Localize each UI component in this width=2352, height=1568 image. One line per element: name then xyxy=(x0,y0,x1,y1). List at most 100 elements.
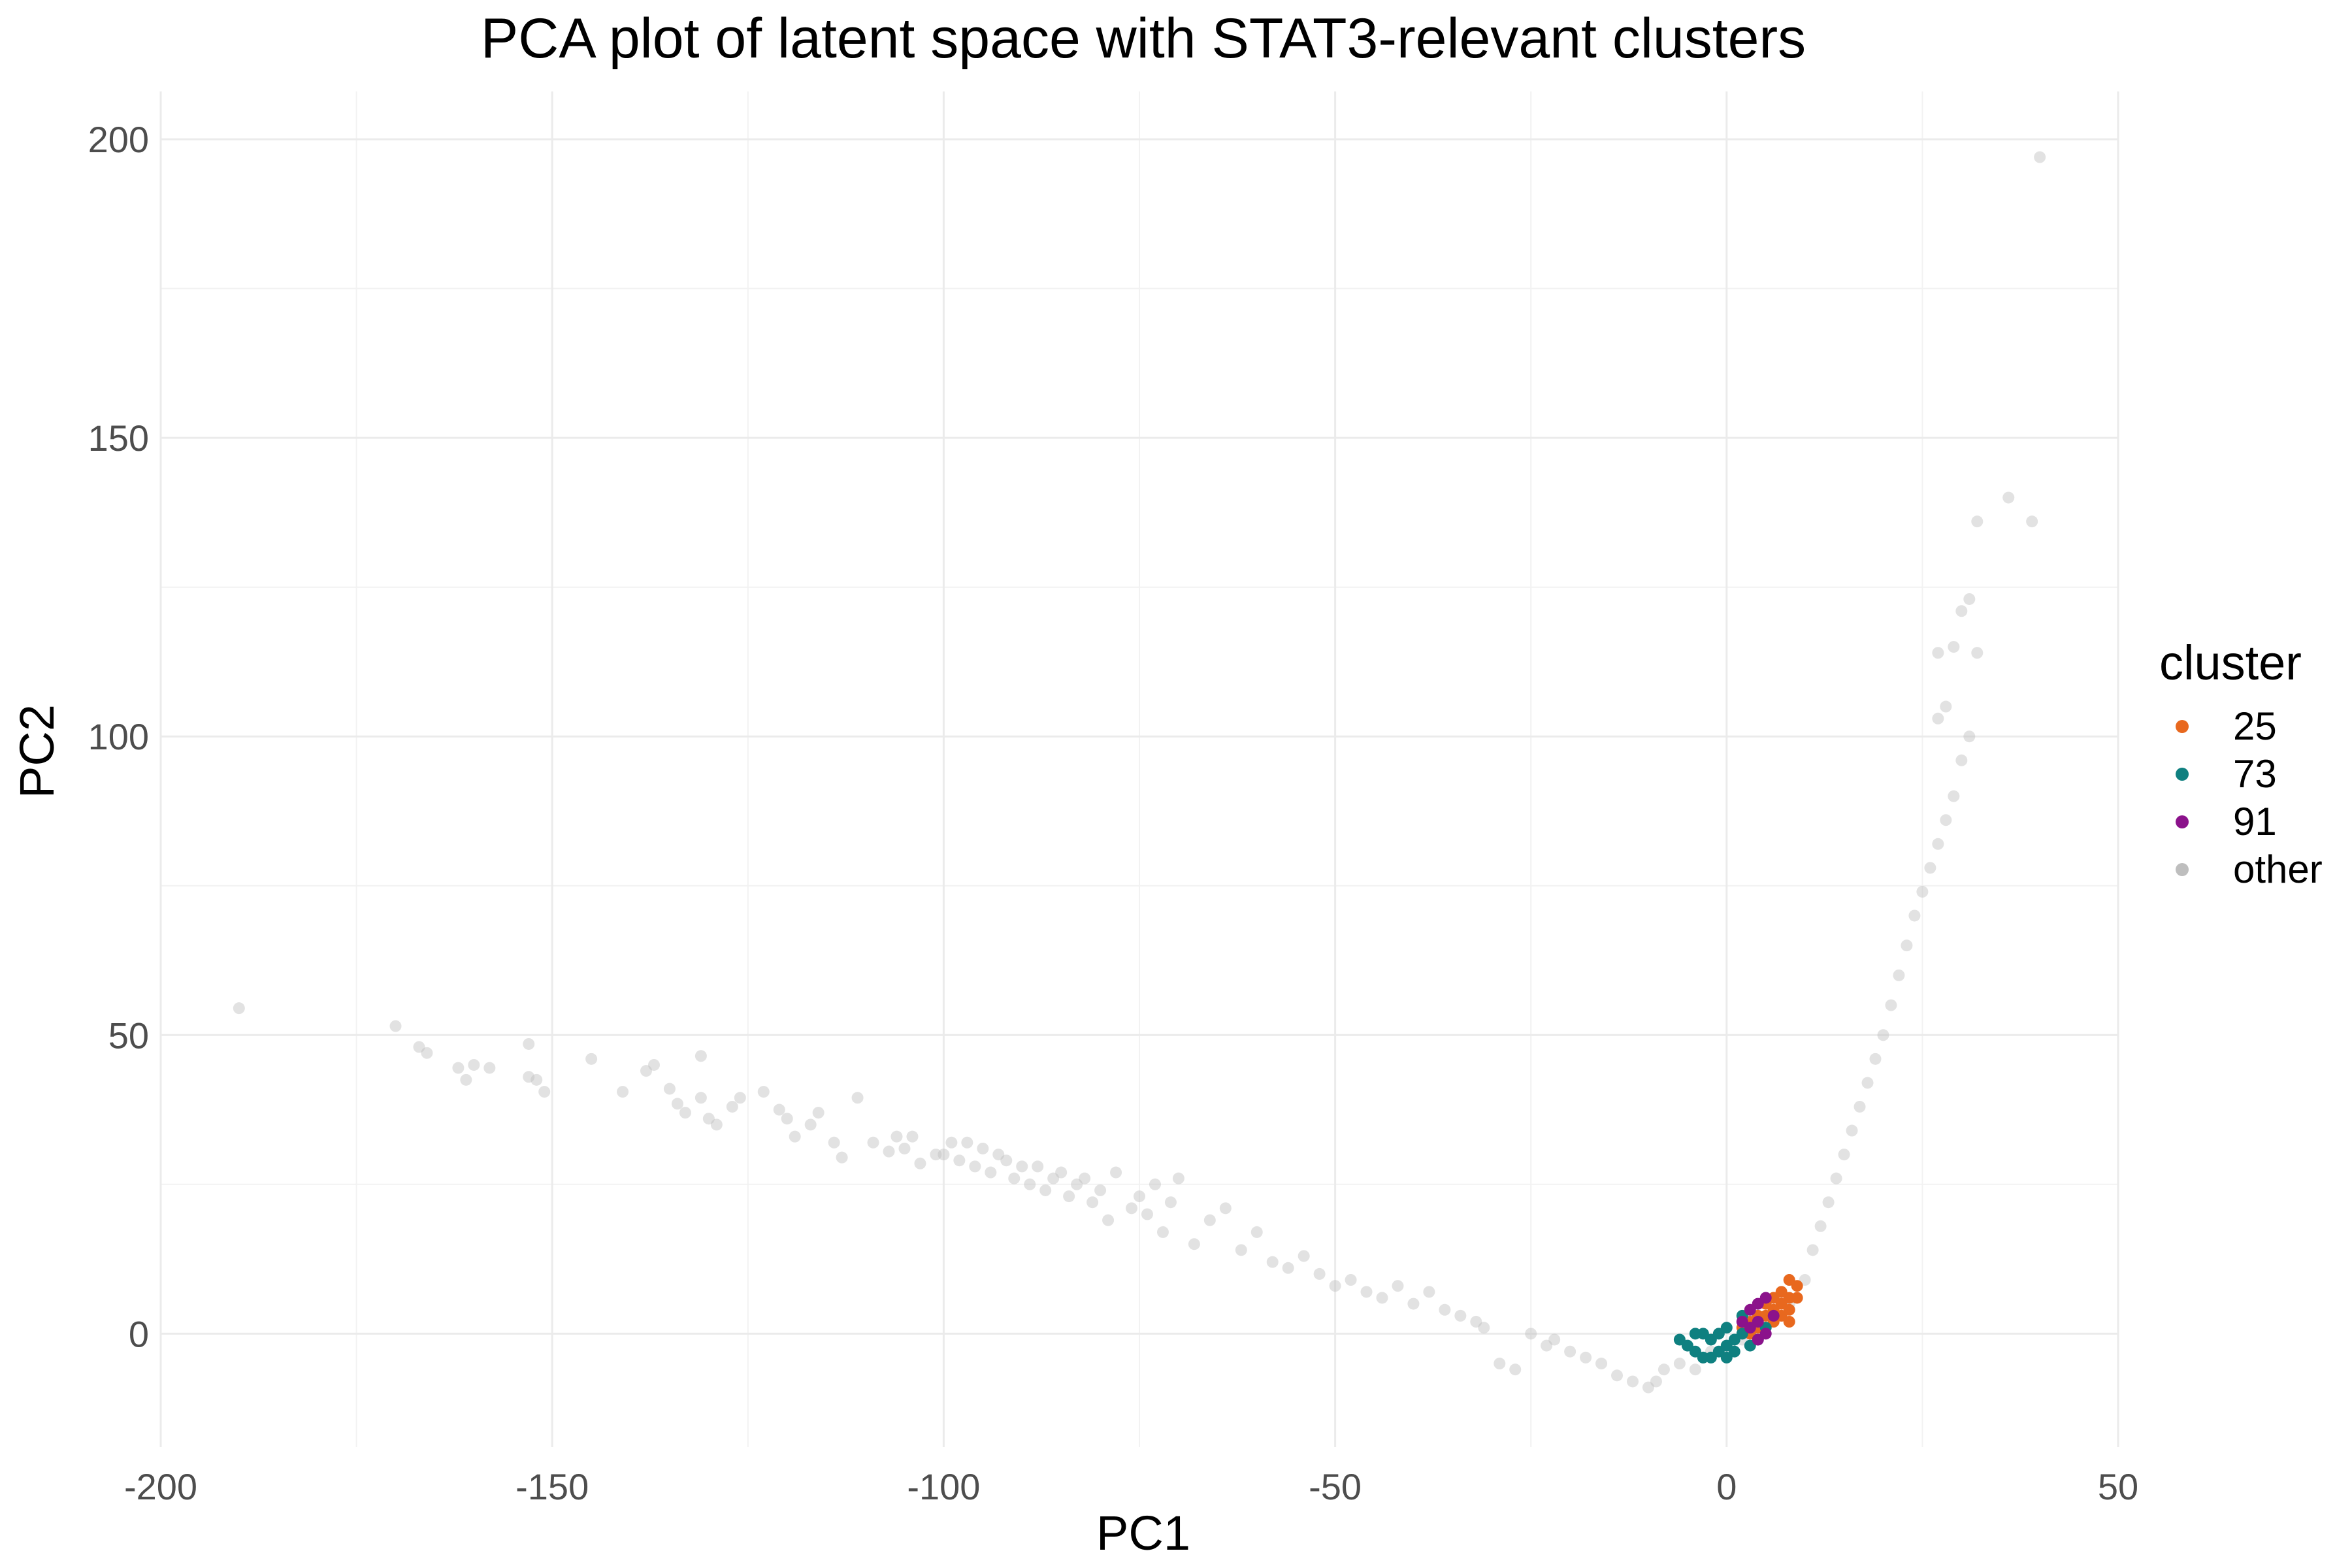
data-point xyxy=(1932,838,1944,850)
data-point xyxy=(1564,1345,1576,1358)
data-point xyxy=(1024,1178,1036,1190)
data-point xyxy=(1580,1351,1592,1364)
data-point xyxy=(1854,1100,1866,1113)
y-tick-label: 150 xyxy=(88,417,149,459)
data-point xyxy=(726,1100,738,1113)
data-point xyxy=(452,1062,465,1074)
data-point xyxy=(1172,1172,1184,1184)
data-point xyxy=(1525,1328,1537,1340)
data-point xyxy=(851,1092,864,1104)
data-point xyxy=(836,1151,848,1164)
data-point xyxy=(617,1086,629,1098)
data-point xyxy=(1626,1375,1639,1388)
data-point xyxy=(945,1136,958,1149)
data-point xyxy=(640,1065,653,1077)
data-point xyxy=(1407,1298,1420,1310)
data-points xyxy=(233,151,2046,1394)
y-axis-ticks: 0 50 100 150 200 xyxy=(88,119,149,1354)
data-point xyxy=(671,1098,683,1110)
legend-item: 25 xyxy=(2176,704,2277,748)
data-point xyxy=(389,1020,402,1032)
data-point xyxy=(1901,939,1913,952)
data-point xyxy=(1470,1316,1482,1328)
data-point xyxy=(1008,1172,1021,1184)
data-point xyxy=(1156,1226,1169,1238)
data-point xyxy=(1846,1124,1858,1137)
data-point xyxy=(531,1073,543,1086)
data-point xyxy=(2002,491,2015,504)
data-point xyxy=(1838,1149,1850,1161)
data-point xyxy=(789,1130,801,1143)
grid-lines xyxy=(159,91,2119,1447)
data-point xyxy=(694,1092,707,1104)
data-point xyxy=(1642,1381,1654,1394)
data-point xyxy=(1955,754,1968,766)
data-point xyxy=(1313,1267,1326,1280)
data-point xyxy=(1376,1292,1388,1304)
x-tick-label: -200 xyxy=(124,1466,197,1507)
data-point xyxy=(1392,1280,1404,1292)
data-point xyxy=(1814,1220,1827,1232)
data-point xyxy=(1102,1214,1115,1226)
data-point xyxy=(1963,593,1976,605)
data-point xyxy=(1885,999,1897,1011)
data-point xyxy=(1869,1053,1882,1065)
data-point xyxy=(1063,1190,1075,1203)
data-point xyxy=(1650,1375,1662,1388)
legend-item: 73 xyxy=(2176,752,2277,796)
data-point xyxy=(468,1058,480,1071)
data-point xyxy=(1047,1172,1060,1184)
legend-key xyxy=(2176,815,2189,828)
x-tick-label: 50 xyxy=(2098,1466,2138,1507)
legend-key xyxy=(2176,863,2189,876)
data-point xyxy=(1126,1202,1138,1215)
data-point xyxy=(985,1166,997,1179)
data-point xyxy=(804,1119,817,1131)
data-point xyxy=(1016,1160,1028,1173)
data-point xyxy=(734,1092,746,1104)
data-point xyxy=(1908,909,1921,922)
data-point xyxy=(1924,862,1936,874)
data-point xyxy=(1893,969,1905,981)
data-point xyxy=(1329,1280,1341,1292)
data-point xyxy=(1439,1303,1451,1316)
data-point xyxy=(679,1107,691,1119)
x-axis-title: PC1 xyxy=(1096,1506,1190,1560)
data-point xyxy=(1932,647,1944,659)
data-point xyxy=(413,1041,425,1053)
data-point xyxy=(1110,1166,1122,1179)
data-point xyxy=(977,1142,989,1154)
data-point xyxy=(1595,1358,1608,1370)
legend-label: 73 xyxy=(2233,752,2277,796)
legend-label: 91 xyxy=(2233,800,2277,843)
legend-item: 91 xyxy=(2176,800,2277,843)
data-point xyxy=(1548,1333,1561,1346)
data-point xyxy=(1791,1292,1803,1304)
data-point xyxy=(702,1113,715,1125)
data-point xyxy=(483,1062,496,1074)
data-point xyxy=(867,1136,879,1149)
data-point xyxy=(883,1145,895,1158)
data-point xyxy=(890,1130,903,1143)
data-point xyxy=(2026,515,2038,528)
data-point xyxy=(969,1160,981,1173)
data-point xyxy=(1298,1250,1310,1262)
data-point xyxy=(1164,1196,1177,1209)
y-tick-label: 0 xyxy=(129,1313,149,1354)
data-point xyxy=(1767,1309,1780,1322)
data-point xyxy=(2034,151,2046,163)
x-tick-label: -150 xyxy=(515,1466,589,1507)
data-point xyxy=(1720,1322,1733,1334)
data-point xyxy=(1689,1328,1701,1340)
data-point xyxy=(1079,1172,1091,1184)
y-tick-label: 100 xyxy=(88,716,149,757)
data-point xyxy=(1282,1262,1294,1274)
data-point xyxy=(992,1149,1005,1161)
data-point xyxy=(1250,1226,1263,1238)
y-tick-label: 50 xyxy=(108,1015,149,1056)
data-point xyxy=(1494,1358,1506,1370)
legend-item: other xyxy=(2176,847,2323,891)
data-point xyxy=(1861,1077,1874,1089)
data-point xyxy=(1071,1178,1083,1190)
